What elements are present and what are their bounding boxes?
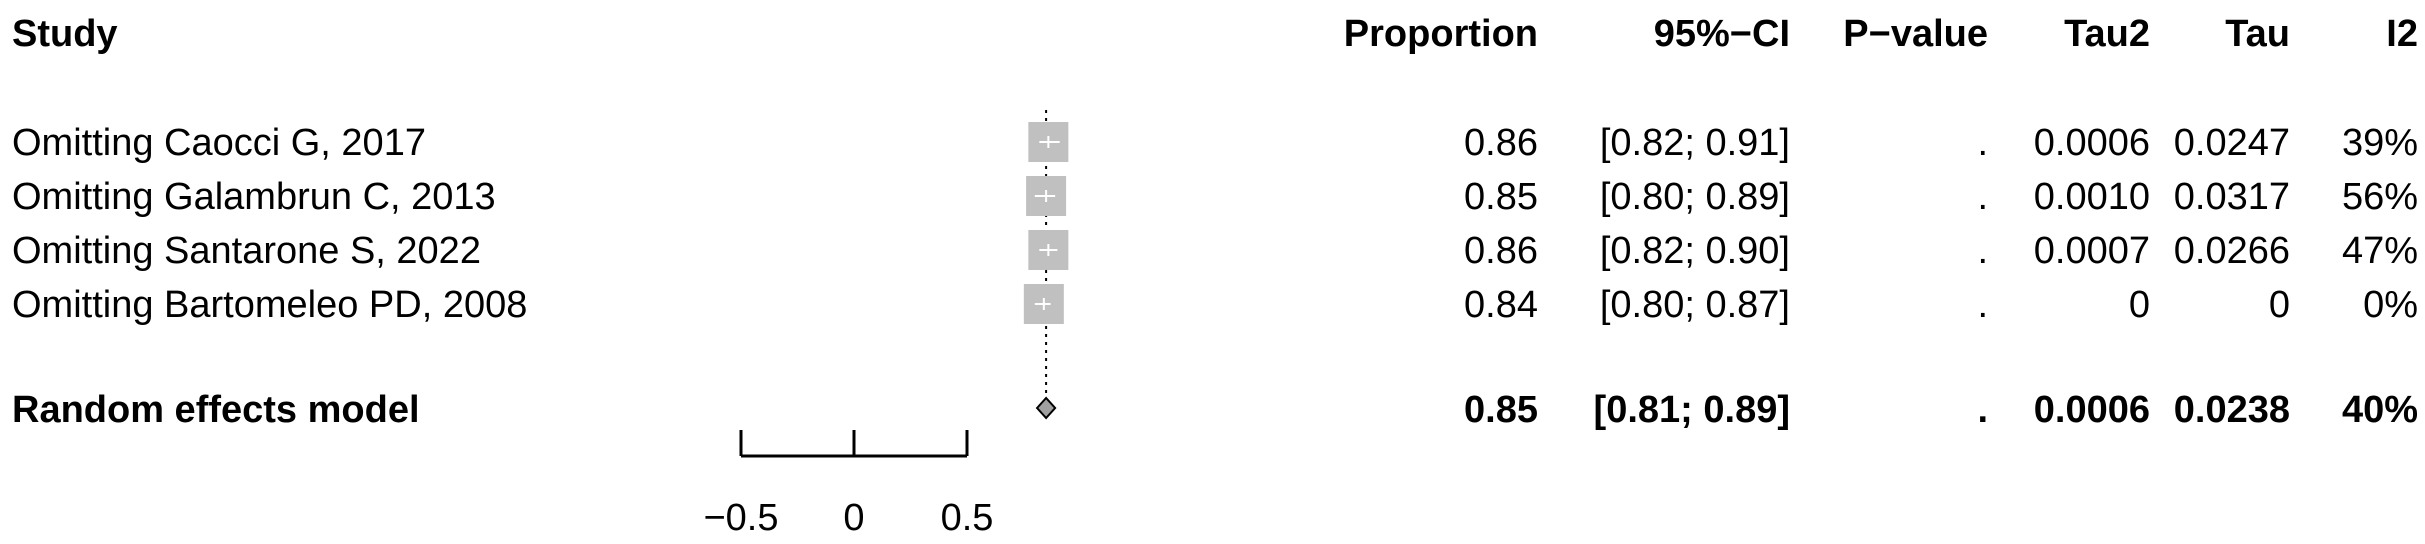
x-tick-label: 0 [843, 497, 864, 539]
tau2-value: 0 [2129, 284, 2150, 326]
x-tick-label: 0.5 [941, 497, 994, 539]
ci-value: [0.82; 0.90] [1600, 230, 1790, 272]
pvalue-value: . [1977, 176, 1988, 218]
study-label: Omitting Santarone S, 2022 [12, 230, 481, 272]
summary-label: Random effects model [12, 389, 420, 431]
pvalue-value: . [1977, 122, 1988, 164]
study-label: Omitting Caocci G, 2017 [12, 122, 426, 164]
header-study: Study [12, 13, 118, 55]
i2-value: 39% [2342, 122, 2418, 164]
tau-value: 0.0266 [2174, 230, 2290, 272]
study-row: Omitting Caocci G, 2017 0.86 [0.82; 0.91… [12, 122, 2418, 164]
proportion-value: 0.84 [1464, 284, 1538, 326]
summary-tau-value: 0.0238 [2174, 389, 2290, 431]
tau-value: 0 [2269, 284, 2290, 326]
summary-row: Random effects model 0.85 [0.81; 0.89] .… [12, 389, 2418, 431]
study-row: Omitting Galambrun C, 2013 0.85 [0.80; 0… [12, 176, 2418, 218]
x-tick-label: −0.5 [703, 497, 778, 539]
proportion-value: 0.85 [1464, 176, 1538, 218]
summary-pvalue-value: . [1977, 389, 1988, 431]
study-label: Omitting Galambrun C, 2013 [12, 176, 496, 218]
forest-marks [1023, 110, 1069, 420]
summary-ci-value: [0.81; 0.89] [1594, 389, 1790, 431]
tau2-value: 0.0006 [2034, 122, 2150, 164]
header-tau2: Tau2 [2064, 13, 2150, 55]
summary-tau2-value: 0.0006 [2034, 389, 2150, 431]
header-tau: Tau [2225, 13, 2290, 55]
study-row: Omitting Santarone S, 2022 0.86 [0.82; 0… [12, 230, 2418, 272]
tau-value: 0.0247 [2174, 122, 2290, 164]
study-row: Omitting Bartomeleo PD, 2008 0.84 [0.80;… [12, 284, 2418, 326]
i2-value: 47% [2342, 230, 2418, 272]
proportion-value: 0.86 [1464, 230, 1538, 272]
proportion-value: 0.86 [1464, 122, 1538, 164]
ci-value: [0.80; 0.89] [1600, 176, 1790, 218]
i2-value: 0% [2363, 284, 2418, 326]
study-label: Omitting Bartomeleo PD, 2008 [12, 284, 527, 326]
summary-diamond [1035, 396, 1057, 420]
header-i2: I2 [2386, 13, 2418, 55]
pvalue-value: . [1977, 284, 1988, 326]
pvalue-value: . [1977, 230, 1988, 272]
ci-value: [0.80; 0.87] [1600, 284, 1790, 326]
ci-value: [0.82; 0.91] [1600, 122, 1790, 164]
header-proportion: Proportion [1344, 13, 1538, 55]
tau2-value: 0.0010 [2034, 176, 2150, 218]
header-pvalue: P−value [1843, 13, 1988, 55]
summary-proportion-value: 0.85 [1464, 389, 1538, 431]
x-axis: −0.5 0 0.5 [703, 430, 993, 539]
tau-value: 0.0317 [2174, 176, 2290, 218]
i2-value: 56% [2342, 176, 2418, 218]
summary-i2-value: 40% [2342, 389, 2418, 431]
tau2-value: 0.0007 [2034, 230, 2150, 272]
header-ci: 95%−CI [1654, 13, 1790, 55]
